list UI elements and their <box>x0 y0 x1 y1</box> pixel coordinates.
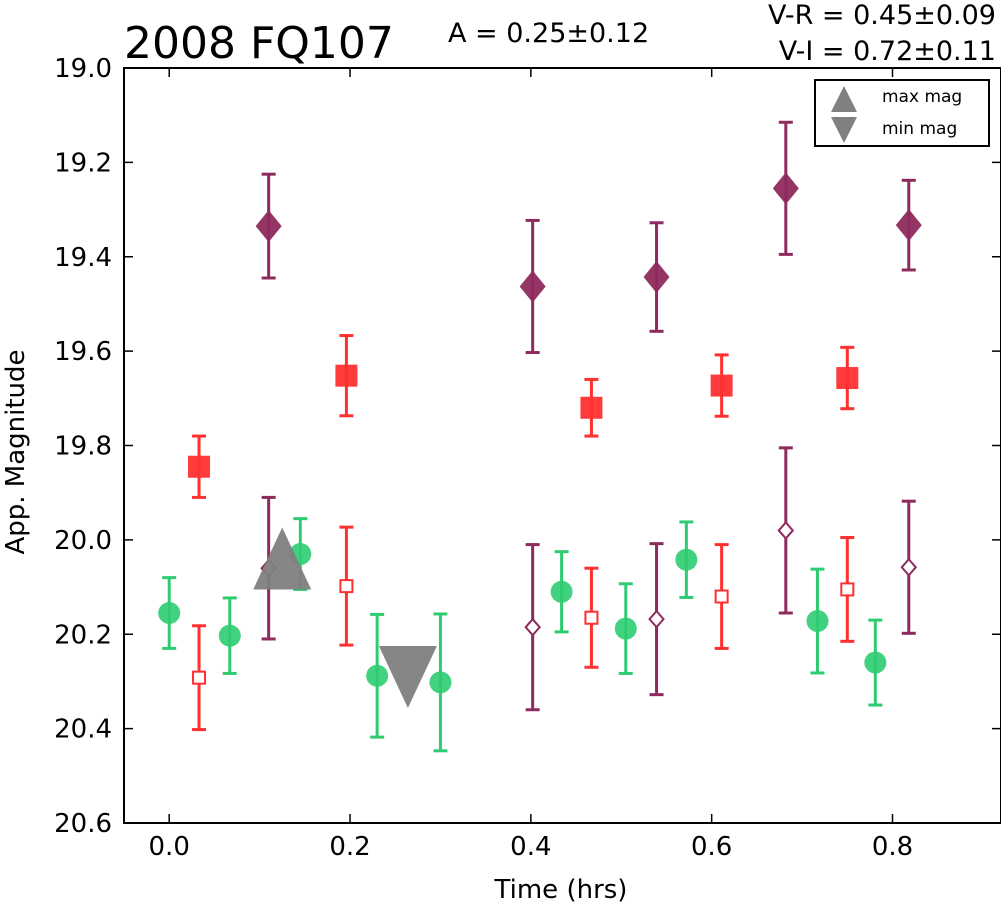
data-point-diamond <box>643 261 670 294</box>
min-mag-legend-icon <box>831 117 857 143</box>
data-point-circle <box>864 651 887 674</box>
data-point-open-diamond <box>648 609 665 629</box>
data-point-circle <box>614 617 637 640</box>
axis-ticks: 0.0 0.2 0.4 0.6 0.8 19.0 19.2 19.4 19.6 19.8 20.0 2… <box>54 54 1001 862</box>
x-tick-label: 0.2 <box>329 832 370 862</box>
data-marks <box>158 120 922 753</box>
data-point-diamond <box>255 210 282 243</box>
max-mag-marker <box>253 527 312 590</box>
data-point-circle <box>429 671 452 694</box>
data-point-diamond <box>772 172 799 205</box>
y-tick-label: 19.8 <box>54 432 112 462</box>
legend-label-max-mag: max mag <box>882 87 962 107</box>
y-tick-label: 19.0 <box>54 54 112 84</box>
data-point-circle <box>158 602 181 625</box>
x-axis-label: Time (hrs) <box>494 875 628 904</box>
data-point-circle <box>550 580 573 603</box>
data-point-circle <box>675 548 698 571</box>
plot-frame <box>123 67 1001 824</box>
data-point-square <box>836 367 859 390</box>
data-point-diamond <box>895 209 922 242</box>
legend: max mag min mag <box>814 79 990 147</box>
legend-label-min-mag: min mag <box>882 119 957 139</box>
y-tick-label: 19.2 <box>54 148 112 178</box>
data-point-circle <box>366 664 389 687</box>
data-point-square <box>710 374 733 397</box>
x-tick-label: 0.0 <box>149 832 190 862</box>
data-point-open-diamond <box>777 520 795 540</box>
data-point-open-square <box>339 579 354 594</box>
data-point-open-square <box>714 589 729 604</box>
max-mag-legend-icon <box>831 86 857 112</box>
data-point-open-square <box>192 670 207 685</box>
data-point-square <box>580 396 603 419</box>
y-tick-label: 20.6 <box>54 809 112 839</box>
amplitude-annotation: A = 0.25±0.12 <box>448 18 649 49</box>
chart-title: 2008 FQ107 <box>124 18 394 69</box>
x-tick-label: 0.6 <box>691 832 732 862</box>
data-point-open-diamond <box>524 617 541 637</box>
min-mag-marker <box>378 646 437 708</box>
y-axis-label: App. Magnitude <box>1 349 31 554</box>
y-tick-label: 20.0 <box>54 526 112 556</box>
v-i-color-annotation: V-I = 0.72±0.11 <box>779 36 996 67</box>
data-point-open-diamond <box>900 557 918 577</box>
x-tick-label: 0.4 <box>510 832 551 862</box>
y-tick-label: 19.6 <box>54 337 112 367</box>
data-point-square <box>335 364 358 387</box>
y-tick-label: 20.4 <box>54 715 112 745</box>
data-point-open-square <box>584 610 599 625</box>
y-tick-label: 19.4 <box>54 243 112 273</box>
data-point-diamond <box>519 270 546 303</box>
v-r-color-annotation: V-R = 0.45±0.09 <box>768 0 996 31</box>
data-point-square <box>188 455 211 478</box>
x-tick-label: 0.8 <box>872 832 913 862</box>
data-point-circle <box>218 624 241 647</box>
data-point-circle <box>806 610 829 633</box>
data-point-open-square <box>840 582 855 597</box>
y-tick-label: 20.2 <box>54 620 112 650</box>
